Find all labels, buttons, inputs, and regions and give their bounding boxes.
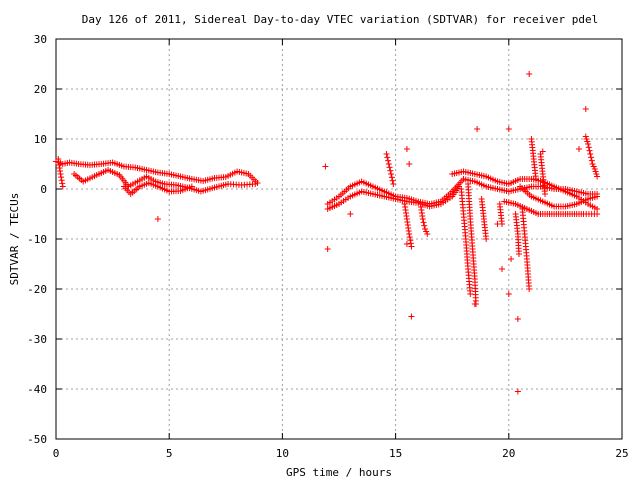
data-point [58,174,65,181]
data-point [406,234,413,241]
data-point [383,151,390,157]
data-point [515,251,522,257]
x-tick-label: 20 [502,447,515,460]
data-point [408,313,415,320]
y-tick-label: 30 [34,33,47,46]
chart-title: Day 126 of 2011, Sidereal Day-to-day VTE… [82,13,599,26]
y-tick-label: -40 [27,383,47,396]
data-point [594,193,601,200]
y-tick-label: 20 [34,83,47,96]
data-point [514,316,521,322]
data-points [53,71,601,395]
data-point [483,236,490,242]
data-point [406,231,413,237]
data-point [586,147,593,154]
x-tick-label: 15 [389,447,402,460]
data-point [526,286,533,292]
x-tick-label: 5 [166,447,173,460]
data-point [467,291,474,297]
data-point [594,173,601,180]
data-point [388,171,395,177]
x-tick-label: 10 [276,447,289,460]
data-point [387,167,394,174]
y-axis-label: SDTVAR / TECUs [8,193,21,286]
x-tick-labels: 0 5 10 15 20 25 [53,447,629,460]
data-point [403,146,410,152]
data-point [385,157,392,164]
data-point [587,151,594,157]
data-point [322,163,329,170]
data-point [57,171,64,177]
y-tick-label: -20 [27,283,47,296]
axis-ticks [55,38,623,440]
data-point [58,177,65,184]
data-point [385,161,392,167]
y-tick-label: 10 [34,133,47,146]
data-point [188,183,195,190]
y-tick-label: -10 [27,233,47,246]
data-point [154,216,161,222]
data-point [582,106,589,112]
data-point [542,191,549,197]
data-point [532,176,539,182]
data-point [494,221,501,227]
data-point [514,388,521,395]
data-point [408,243,415,250]
data-point [390,181,397,187]
data-point [421,222,428,229]
data-point [526,71,533,77]
x-tick-label: 25 [615,447,628,460]
x-tick-label: 0 [53,447,60,460]
data-point [406,161,413,167]
data-point [419,216,426,222]
data-point [499,266,506,272]
data-point [588,157,595,164]
y-tick-labels: -50 -40 -30 -20 -10 0 10 20 30 [27,33,47,446]
data-point [585,141,592,147]
x-axis-label: GPS time / hours [286,466,392,479]
data-point [505,291,512,297]
data-point [424,231,431,237]
data-point [347,211,354,217]
data-point [588,154,595,161]
data-point [585,144,592,151]
data-point [474,126,481,132]
data-point [575,146,582,152]
data-point [594,211,601,217]
data-point [252,181,259,187]
y-tick-label: -50 [27,433,47,446]
data-point [388,174,395,181]
data-point [59,183,66,190]
data-point [471,301,478,307]
data-point [389,177,396,184]
data-point [539,148,546,155]
data-point [505,126,512,132]
data-point [59,180,66,187]
data-point [407,240,414,247]
data-point [324,246,331,252]
data-point [407,237,414,244]
data-point [508,256,515,262]
data-point [403,241,410,247]
data-point [386,164,393,171]
data-point [384,154,391,161]
data-point [420,219,427,226]
y-tick-label: -30 [27,333,47,346]
grid-lines [56,39,622,439]
y-tick-label: 0 [40,183,47,196]
